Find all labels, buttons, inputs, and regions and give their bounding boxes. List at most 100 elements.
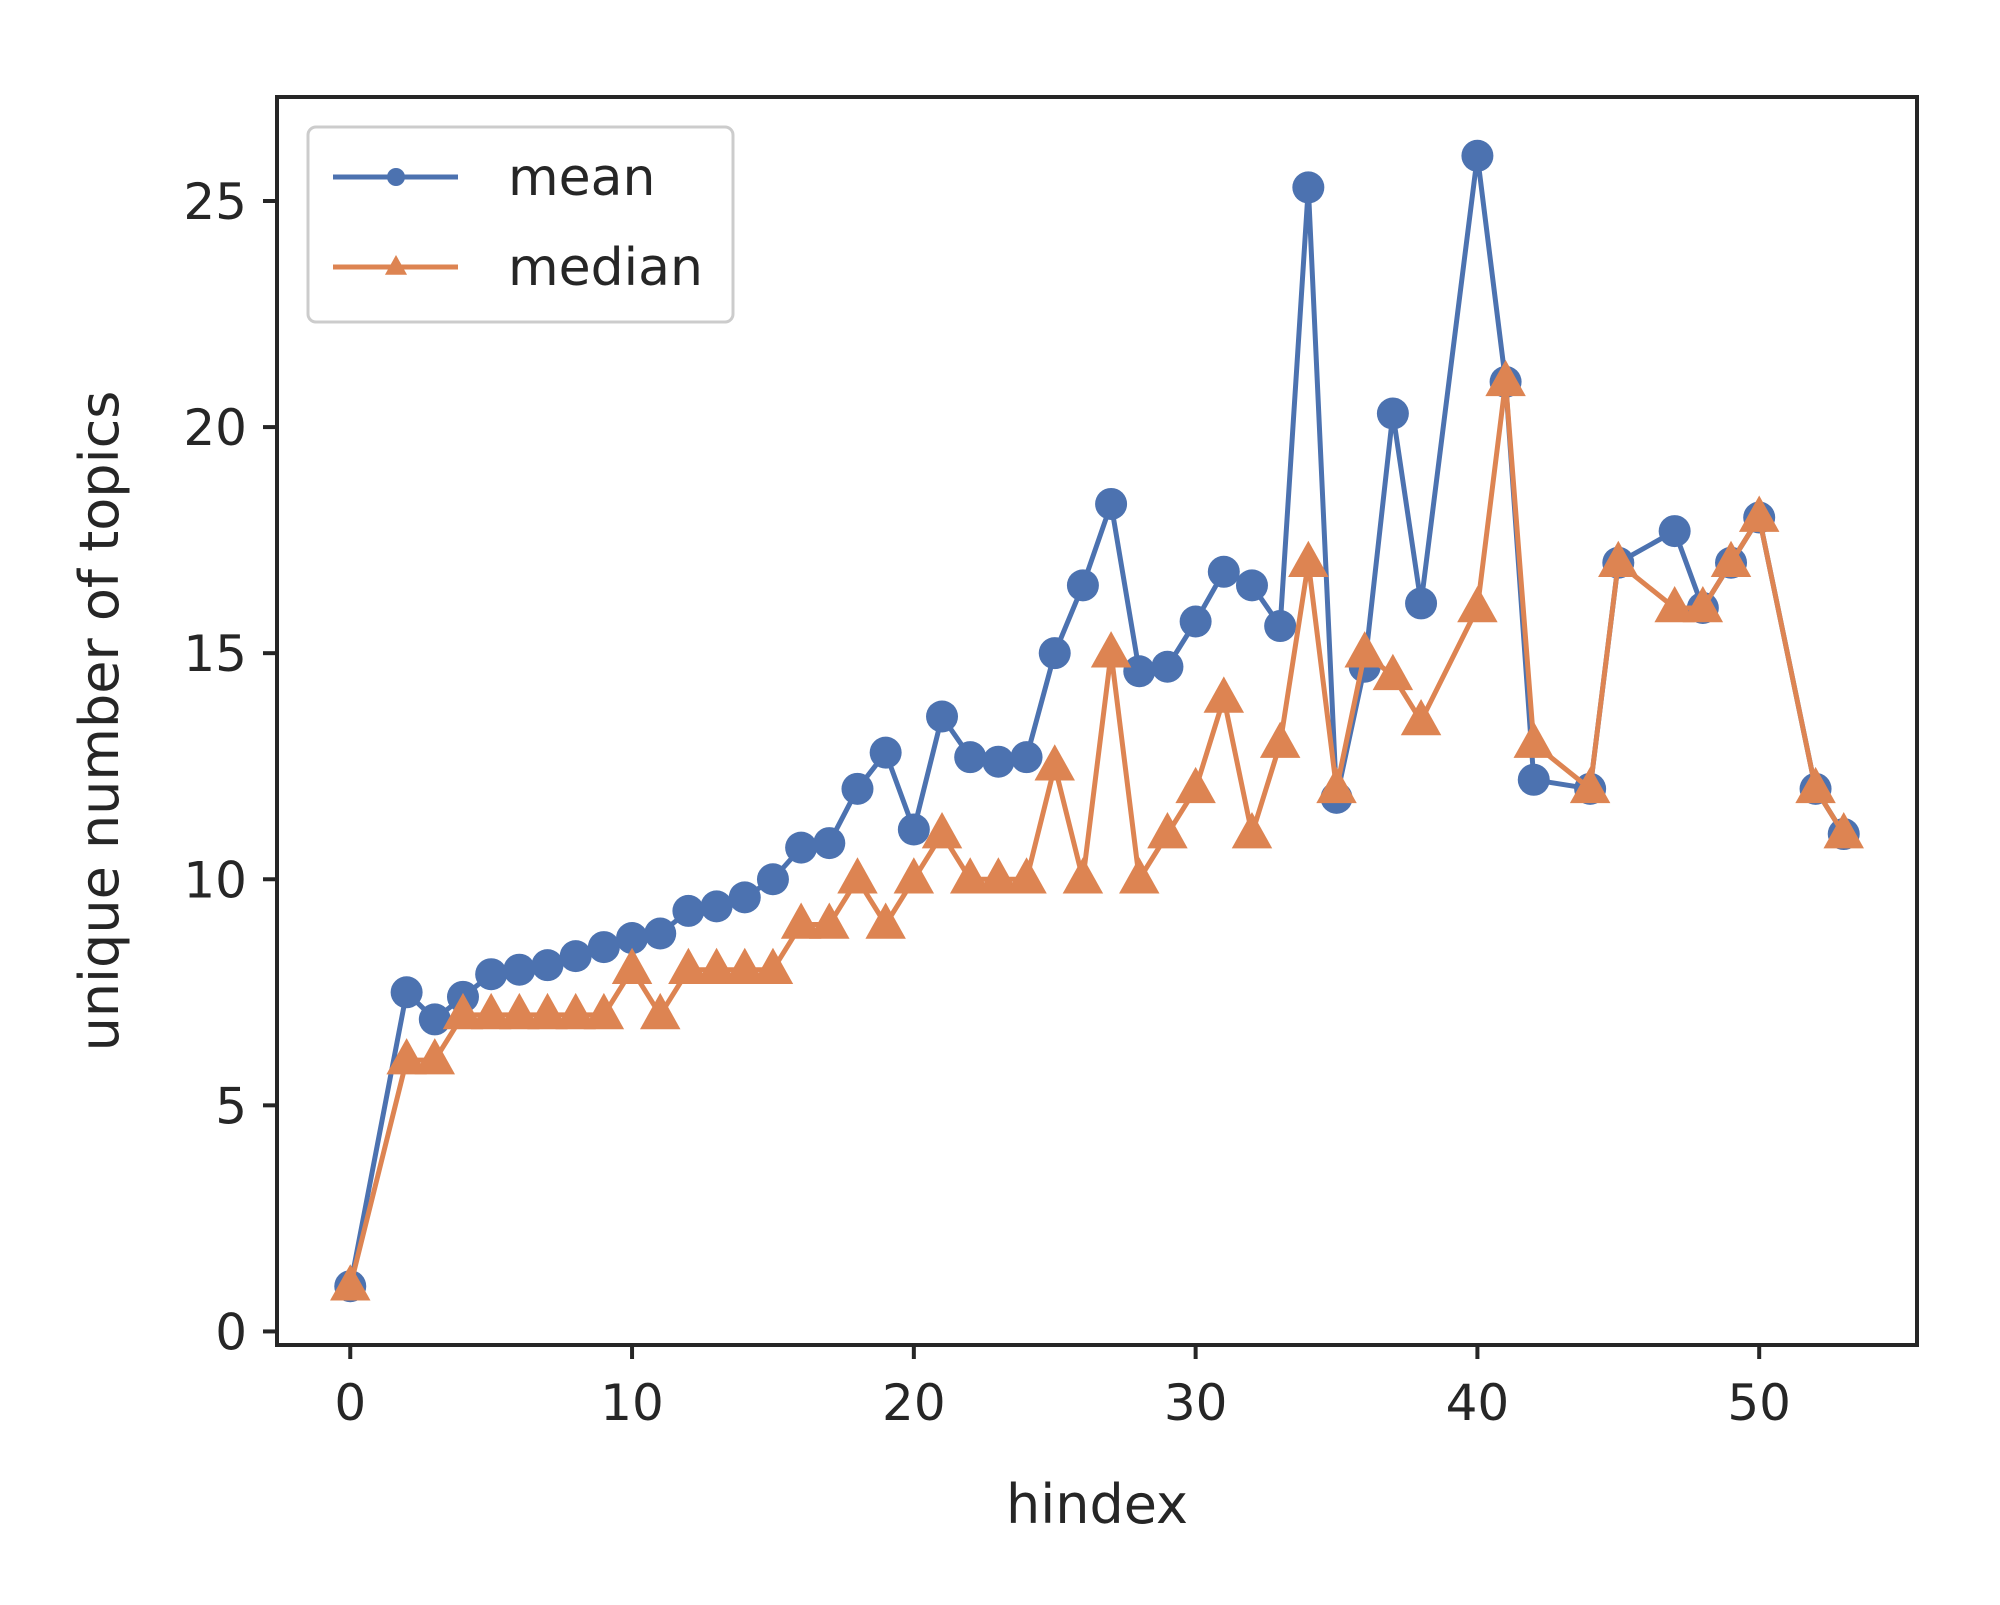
data-point-median [1513, 721, 1555, 758]
data-point-median [1654, 585, 1695, 623]
data-point-median [921, 812, 963, 849]
data-point-median [414, 1038, 456, 1075]
legend-marker-mean [387, 168, 405, 186]
data-point-median [809, 902, 850, 939]
data-point-mean [1207, 555, 1240, 588]
x-tick-label: 20 [882, 1374, 946, 1432]
y-tick-label: 10 [183, 851, 247, 909]
data-point-median [1231, 812, 1273, 849]
data-point-median [1598, 540, 1639, 578]
data-point-mean [475, 958, 508, 991]
data-point-mean [1292, 171, 1325, 204]
data-point-median [555, 992, 596, 1030]
data-point-mean [503, 953, 536, 986]
x-tick-label: 40 [1446, 1374, 1510, 1432]
plot-frame [275, 95, 1919, 1347]
data-point-mean [672, 894, 705, 927]
data-point-median [837, 857, 878, 894]
data-point-median [1682, 585, 1724, 623]
data-point-mean [1264, 610, 1297, 643]
data-point-median [1147, 812, 1188, 849]
data-point-median [668, 947, 709, 984]
y-tick-label: 15 [183, 625, 247, 683]
data-point-median [1485, 359, 1526, 397]
data-point-mean [1376, 397, 1409, 430]
data-point-median [1457, 585, 1498, 623]
data-point-median [1119, 857, 1160, 894]
data-point-median [611, 947, 653, 984]
data-point-median [1400, 699, 1442, 736]
data-point-mean [1010, 741, 1043, 774]
series-layer [330, 139, 1864, 1303]
data-point-median [1710, 540, 1752, 578]
y-tick-label: 20 [183, 399, 247, 457]
y-tick-label: 25 [183, 173, 247, 231]
data-point-mean [587, 931, 620, 964]
data-point-median [1795, 766, 1836, 804]
data-point-mean [531, 949, 564, 982]
data-point-mean [1151, 650, 1184, 683]
data-point-median [1823, 812, 1864, 849]
axes-layer: 0 10 20 30 40 50 0 5 10 15 20 25 [183, 173, 1791, 1432]
data-point-median [330, 1264, 371, 1301]
data-point-median [1090, 631, 1132, 668]
data-point-median [1738, 495, 1780, 532]
data-point-median [583, 992, 625, 1030]
series-line-median [347, 379, 1846, 1287]
legend-label-mean: mean [508, 148, 655, 208]
x-tick-label: 50 [1727, 1374, 1791, 1432]
x-tick-label: 30 [1164, 1374, 1228, 1432]
data-point-mean [869, 736, 902, 769]
data-point-median [527, 992, 568, 1030]
data-point-median [780, 902, 822, 939]
data-point-median [470, 992, 512, 1030]
data-point-median [1288, 540, 1329, 578]
data-point-median [1344, 631, 1385, 668]
data-point-mean [1066, 569, 1099, 602]
data-point-mean [559, 940, 592, 973]
data-point-median [1372, 653, 1414, 691]
y-axis-title: unique number of topics [68, 391, 131, 1052]
data-point-mean [1517, 763, 1550, 796]
series-line-mean [347, 153, 1846, 1287]
x-tick-label: 10 [600, 1374, 664, 1432]
data-point-mean [700, 890, 733, 923]
data-point-mean [616, 922, 649, 955]
data-point-median [1034, 744, 1075, 781]
data-point-median [1569, 766, 1611, 804]
data-point-median [724, 947, 766, 984]
data-point-mean [1123, 655, 1156, 688]
data-point-mean [418, 1003, 451, 1036]
data-point-median [1259, 721, 1301, 758]
data-point-median [386, 1038, 427, 1075]
legend-marker-median [384, 255, 408, 275]
y-tick-label: 5 [215, 1077, 247, 1135]
data-point-median [1316, 766, 1357, 804]
data-point-median [1006, 857, 1047, 894]
data-point-mean [728, 881, 761, 914]
data-point-mean [1095, 487, 1128, 520]
data-point-median [978, 857, 1019, 894]
data-point-mean [1658, 515, 1691, 548]
data-point-mean [1235, 569, 1268, 602]
data-point-median [752, 947, 794, 984]
data-point-mean [390, 976, 423, 1009]
data-point-median [865, 902, 906, 939]
data-point-median [499, 992, 540, 1030]
x-axis-title: hindex [1006, 1473, 1188, 1536]
data-point-mean [644, 917, 677, 950]
data-point-mean [1461, 139, 1494, 172]
data-point-median [1203, 676, 1245, 713]
data-point-mean [982, 745, 1015, 778]
data-point-mean [785, 831, 818, 864]
data-point-median [639, 992, 681, 1030]
data-point-mean [897, 813, 930, 846]
data-point-mean [954, 741, 987, 774]
data-point-mean [841, 772, 874, 805]
data-point-median [949, 857, 991, 894]
data-point-median [442, 992, 484, 1030]
legend: mean median [306, 125, 735, 324]
y-tick-label: 0 [215, 1303, 247, 1361]
data-point-median [893, 857, 935, 894]
data-point-median [1175, 766, 1216, 804]
